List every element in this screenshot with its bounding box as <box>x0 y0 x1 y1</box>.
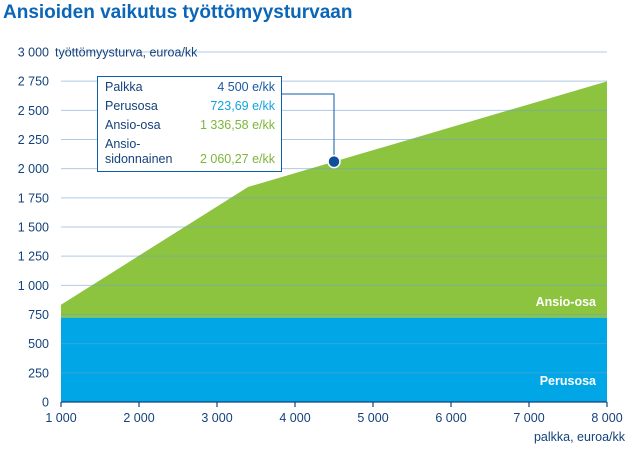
x-tick-label: 5 000 <box>357 411 388 425</box>
x-tick-label: 4 000 <box>279 411 310 425</box>
callout-row-value: 723,69 e/kk <box>210 99 275 113</box>
highlight-point <box>327 154 341 169</box>
callout-row-label: Ansio-osa <box>105 118 161 132</box>
callout-row: Palkka 4 500 e/kk <box>105 80 275 95</box>
y-tick-label: 1 000 <box>18 279 49 293</box>
callout-leader-line <box>282 93 335 162</box>
callout-row: Ansio- sidonnainen 2 060,27 e/kk <box>105 137 275 167</box>
y-tick-label: 2 750 <box>18 75 49 89</box>
callout-box: Palkka 4 500 e/kk Perusosa 723,69 e/kk Ansio… <box>97 76 282 172</box>
chart-title: Ansioiden vaikutus työttömyysturvaan <box>3 2 353 23</box>
y-tick-label: 1 250 <box>18 250 49 264</box>
x-tick-label: 3 000 <box>201 411 232 425</box>
y-tick-label: 0 <box>42 396 49 410</box>
x-tick-label: 8 000 <box>591 411 622 425</box>
callout-row-label: Ansio- sidonnainen <box>105 137 173 166</box>
x-tick-label: 2 000 <box>123 411 154 425</box>
callout-row: Ansio-osa 1 336,58 e/kk <box>105 118 275 133</box>
series-label-ansio-osa: Ansio-osa <box>536 295 597 309</box>
callout-row-value: 4 500 e/kk <box>217 80 275 94</box>
x-tick-label: 6 000 <box>435 411 466 425</box>
y-tick-label: 3 000 <box>18 46 49 60</box>
y-tick-label: 500 <box>28 337 49 351</box>
callout-row-value: 1 336,58 e/kk <box>199 118 275 132</box>
callout-row-label: Palkka <box>105 80 143 94</box>
x-axis-label: palkka, euroa/kk <box>534 430 626 444</box>
series-area-ansio-osa <box>61 81 607 318</box>
series-label-perusosa: Perusosa <box>540 374 597 388</box>
x-tick-label: 7 000 <box>513 411 544 425</box>
y-tick-label: 1 500 <box>18 221 49 235</box>
y-tick-label: 1 750 <box>18 191 49 205</box>
y-tick-label: 2 250 <box>18 133 49 147</box>
y-tick-label: 750 <box>28 308 49 322</box>
series-area-perusosa <box>61 317 607 402</box>
callout-row-value: 2 060,27 e/kk <box>199 152 275 166</box>
y-tick-label: 2 000 <box>18 162 49 176</box>
y-tick-label: 2 500 <box>18 104 49 118</box>
callout-row-label: Perusosa <box>105 99 158 113</box>
y-axis-label: työttömyysturva, euroa/kk <box>55 46 198 60</box>
x-tick-label: 1 000 <box>45 411 76 425</box>
callout-row: Perusosa 723,69 e/kk <box>105 99 275 114</box>
y-tick-label: 250 <box>28 366 49 380</box>
